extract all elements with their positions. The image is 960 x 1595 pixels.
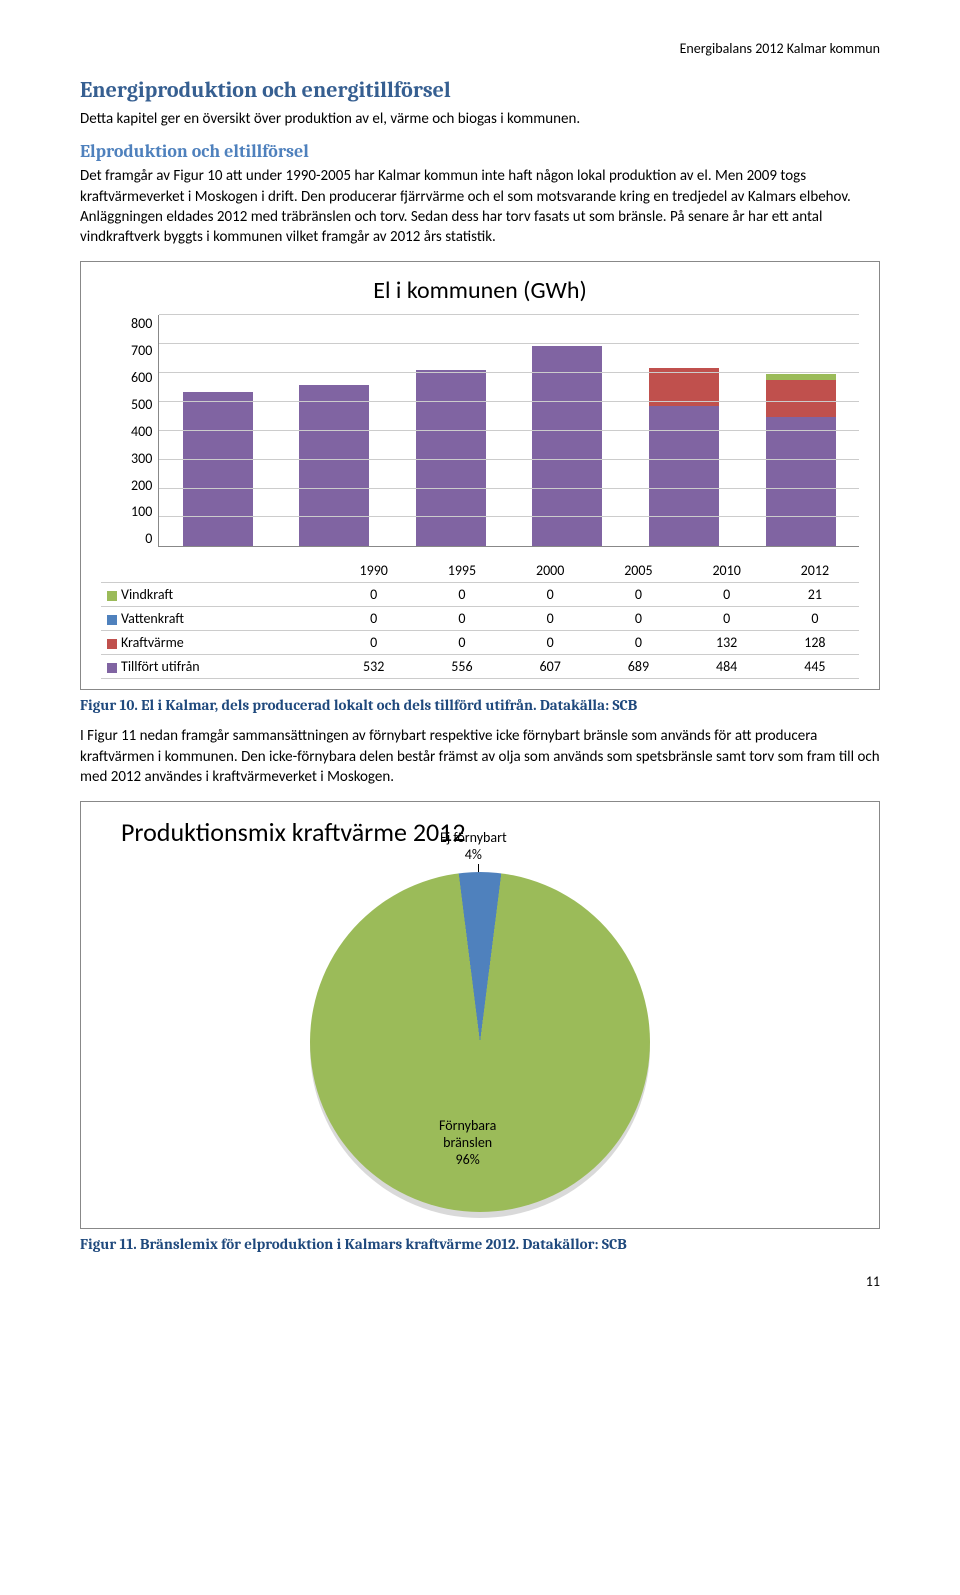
chart1-y-axis: 800 700 600 500 400 300 200 100 0 [131,315,158,547]
table-cell: 0 [594,631,682,655]
legend-swatch [107,591,117,601]
table-row: 199019952000200520102012 [101,559,859,583]
table-cell: 0 [330,631,418,655]
pie-label-line: 4% [440,847,507,864]
gridline [159,516,859,517]
table-cell: 689 [594,655,682,679]
bar-segment [649,406,719,546]
table-header-cell: 2012 [771,559,859,583]
table-cell: 556 [418,655,506,679]
legend-swatch [107,663,117,673]
table-cell: 0 [594,607,682,631]
body-paragraph-2: I Figur 11 nedan framgår sammansättninge… [80,726,880,787]
table-row: Tillfört utifrån 532556607689484445 [101,655,859,679]
y-tick-label: 500 [131,396,152,413]
pie-label-nonrenewable: Ej förnybart4% [440,830,507,864]
y-tick-label: 300 [131,450,152,467]
doc-header: Energibalans 2012 Kalmar kommun [80,40,880,57]
bar-column [183,392,253,546]
figure-10-caption: Figur 10. El i Kalmar, dels producerad l… [80,696,880,714]
pie-label-line: 96% [439,1152,496,1169]
pie-label-renewable: Förnybarabränslen96% [439,1118,496,1168]
gridline [159,401,859,402]
table-cell: 0 [506,607,594,631]
bar-segment [183,392,253,546]
table-cell: 0 [683,607,771,631]
table-label-cell: Vattenkraft [101,607,330,631]
gridline [159,488,859,489]
series-label: Vindkraft [121,586,173,603]
table-cell: 445 [771,655,859,679]
bar-column [649,368,719,547]
table-row: Vindkraft0000021 [101,583,859,607]
section-heading-2: Elproduktion och eltillförsel [80,141,880,162]
table-cell: 0 [418,583,506,607]
gridline [159,459,859,460]
gridline [159,314,859,315]
figure-11-box: Produktionsmix kraftvärme 2012 Ej förnyb… [80,801,880,1229]
chart1-data-table: 199019952000200520102012Vindkraft0000021… [101,559,859,679]
table-cell: 607 [506,655,594,679]
y-tick-label: 200 [131,477,152,494]
table-header-cell: 1995 [418,559,506,583]
table-cell: 0 [683,583,771,607]
table-cell: 0 [771,607,859,631]
table-header-cell: 2010 [683,559,771,583]
table-row: Vattenkraft000000 [101,607,859,631]
bar-column [766,374,836,546]
page-number: 11 [80,1273,880,1290]
series-label: Vattenkraft [121,610,184,627]
y-tick-label: 400 [131,423,152,440]
table-cell: 0 [506,631,594,655]
figure-10-box: El i kommunen (GWh) 800 700 600 500 400 300 20… [80,261,880,690]
series-label: Kraftvärme [121,634,184,651]
table-cell: 484 [683,655,771,679]
table-header-cell: 2000 [506,559,594,583]
figure-11-caption: Figur 11. Bränslemix för elproduktion i … [80,1235,880,1253]
table-cell: 0 [506,583,594,607]
y-tick-label: 0 [131,530,152,547]
table-cell: 532 [330,655,418,679]
y-tick-label: 600 [131,369,152,386]
table-header-cell: 1990 [330,559,418,583]
pie-label-line: Förnybara [439,1118,496,1135]
table-cell: 0 [330,583,418,607]
pie-label-line: Ej förnybart [440,830,507,847]
chart1-plot-area: 800 700 600 500 400 300 200 100 0 [131,315,859,547]
table-label-cell: Tillfört utifrån [101,655,330,679]
table-label-cell: Kraftvärme [101,631,330,655]
y-tick-label: 700 [131,342,152,359]
gridline [159,343,859,344]
chart1-plot [158,315,859,547]
table-cell: 0 [418,631,506,655]
bar-segment [766,380,836,417]
table-header-cell: 2005 [594,559,682,583]
bar-column [299,385,369,546]
table-cell: 128 [771,631,859,655]
table-cell: 132 [683,631,771,655]
table-cell: 21 [771,583,859,607]
table-cell: 0 [418,607,506,631]
pie-label-line: bränslen [439,1135,496,1152]
legend-swatch [107,615,117,625]
bar-segment [766,417,836,546]
table-cell: 0 [594,583,682,607]
chart1-bars [159,315,859,546]
chart1-title: El i kommunen (GWh) [101,276,859,305]
y-tick-label: 100 [131,503,152,520]
y-tick-label: 800 [131,315,152,332]
gridline [159,430,859,431]
bar-segment [299,385,369,546]
legend-swatch [107,639,117,649]
series-label: Tillfört utifrån [121,658,200,675]
section-heading-1: Energiproduktion och energitillförsel [80,77,880,103]
gridline [159,372,859,373]
table-row: Kraftvärme0000132128 [101,631,859,655]
table-label-cell: Vindkraft [101,583,330,607]
table-cell: 0 [330,607,418,631]
chart2-pie-wrap: Ej förnybart4% Förnybarabränslen96% [300,858,660,1218]
intro-paragraph: Detta kapitel ger en översikt över produ… [80,109,880,129]
body-paragraph-1: Det framgår av Figur 10 att under 1990-2… [80,166,880,247]
